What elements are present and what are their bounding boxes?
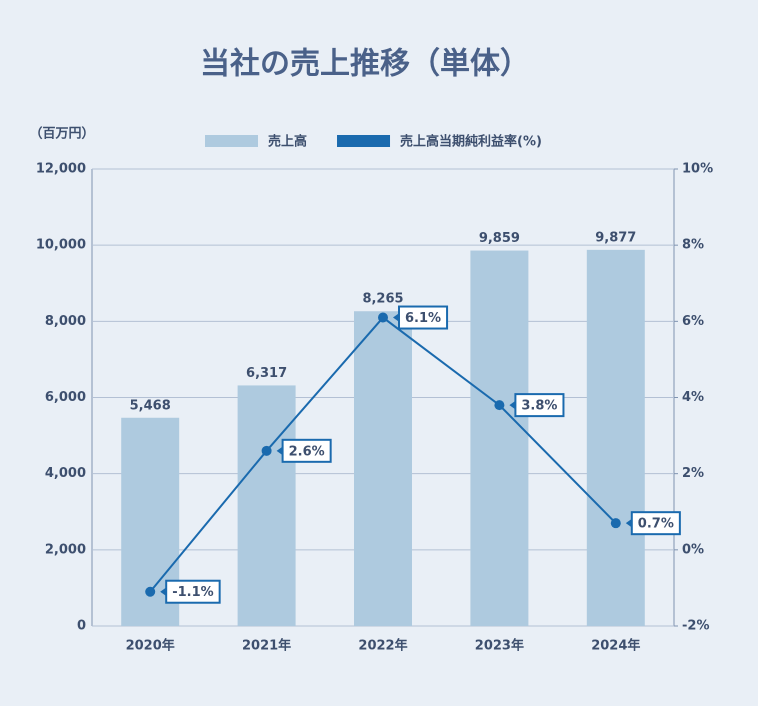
legend-swatch [205,135,258,147]
chart-title: 当社の売上推移（単体） [200,47,530,82]
line-point [378,312,388,323]
y-tick-label: 4,000 [45,466,86,481]
callout-box [398,305,449,330]
bar [354,311,412,626]
line-value-label: 6.1% [405,311,441,326]
y-tick-label: 10,000 [36,238,86,253]
y2-tick-label: 0% [682,542,704,557]
legend-swatch [337,135,391,147]
bar-value-label: 9,859 [479,231,520,246]
y2-tick-label: 4% [682,390,704,405]
y-axis-label: （百万円） [29,126,94,142]
line-point [145,586,156,597]
line-point [610,518,621,529]
line-value-label: 0.7% [638,517,674,532]
bar-value-label: 8,265 [362,292,403,307]
y-tick-label: 12,000 [36,162,86,177]
y-tick-label: 6,000 [45,390,86,405]
bar-value-label: 5,468 [130,398,171,413]
line-value-label: 3.8% [521,399,557,414]
bar [586,249,645,626]
callout-box [630,511,681,536]
legend-label: 売上高 [268,134,307,150]
line-point [494,400,505,411]
bar [237,385,296,626]
y2-tick-label: 10% [682,162,713,177]
callout-box [165,579,221,604]
x-tick-label: 2021年 [242,638,291,654]
x-tick-label: 2022年 [358,638,407,654]
callout-box [281,438,332,463]
y2-tick-label: 6% [682,314,704,329]
bar-value-label: 9,877 [595,230,636,245]
line-value-label: -1.1% [172,585,213,600]
legend-label: 売上高当期純利益率(%) [400,134,542,150]
y2-tick-label: -2% [682,619,709,634]
bar-value-label: 6,317 [246,366,287,381]
y2-tick-label: 8% [682,238,704,253]
y-tick-label: 2,000 [45,542,86,557]
y-tick-label: 0 [77,619,86,634]
line-value-label: 2.6% [289,444,325,459]
callout-box [514,393,565,418]
x-tick-label: 2024年 [591,638,640,654]
y-tick-label: 8,000 [45,314,86,329]
y2-tick-label: 2% [682,466,704,481]
line-point [261,445,272,456]
x-tick-label: 2023年 [475,638,524,654]
x-tick-label: 2020年 [126,638,175,654]
bar [470,250,529,626]
